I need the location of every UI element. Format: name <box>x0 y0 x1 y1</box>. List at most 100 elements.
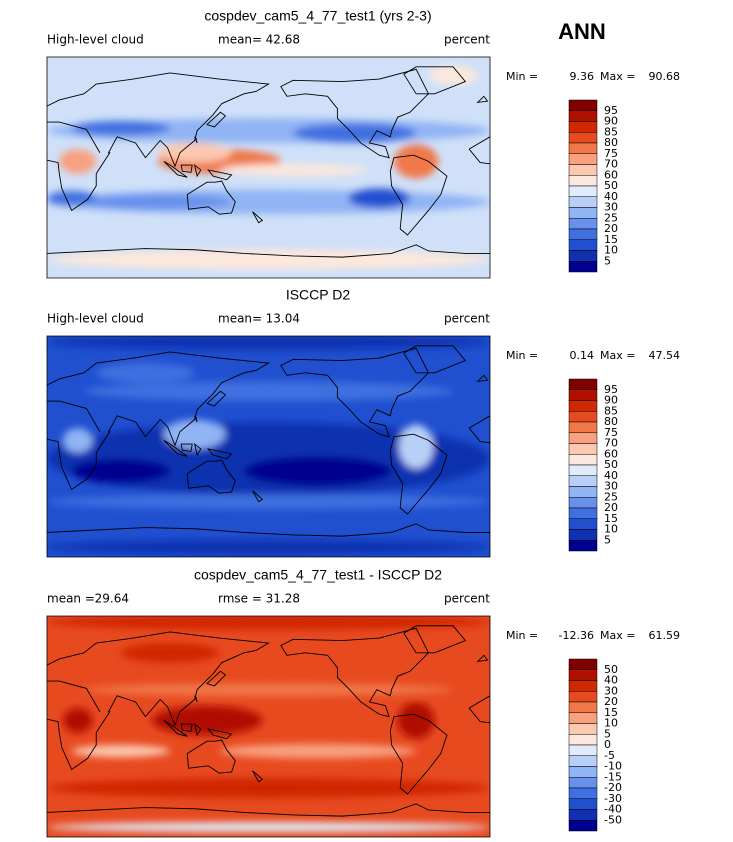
field <box>47 616 490 837</box>
stat-value: 42.68 <box>266 33 300 47</box>
field-patch <box>47 822 490 833</box>
colorbar-label: 10 <box>604 244 618 257</box>
panel-title: cospdev_cam5_4_77_test1 - ISCCP D2 <box>194 567 442 583</box>
colorbar-box <box>568 464 598 476</box>
field-patch <box>62 428 93 453</box>
field-patch <box>62 708 93 733</box>
colorbar-label: 25 <box>604 211 618 224</box>
colorbar-label: 30 <box>604 201 618 214</box>
colorbar-box <box>568 701 598 713</box>
colorbar-box <box>568 411 598 423</box>
range-label: Max = <box>600 629 635 642</box>
colorbar-label: 95 <box>604 383 618 396</box>
colorbar-box <box>568 142 598 154</box>
colorbar-label: -50 <box>604 813 622 826</box>
field-name: High-level cloud <box>47 33 144 47</box>
colorbar-box <box>568 820 598 832</box>
field-patch <box>398 424 434 469</box>
colorbar-label: 5 <box>604 254 611 267</box>
field-patch <box>157 142 232 163</box>
field-patch <box>83 683 454 696</box>
field-patch <box>47 778 490 798</box>
range-label: Min = <box>506 349 538 362</box>
field-patch <box>96 363 195 383</box>
colorbar-box <box>568 218 598 230</box>
field-patch <box>348 188 411 209</box>
colorbar-label: 40 <box>604 469 618 482</box>
range-label: Min = <box>506 629 538 642</box>
field <box>47 336 490 557</box>
colorbar-box <box>568 164 598 176</box>
field-patches <box>47 616 490 833</box>
colorbar-label: 60 <box>604 168 618 181</box>
colorbar-box <box>568 777 598 789</box>
colorbar-box <box>568 691 598 703</box>
range-label: Min = <box>506 70 538 83</box>
field-patch <box>47 539 490 555</box>
colorbar-label: 10 <box>604 523 618 536</box>
colorbar-box <box>568 175 598 187</box>
colorbar-box <box>568 378 598 390</box>
colorbar-label: 30 <box>604 480 618 493</box>
colorbar-label: -10 <box>604 760 622 773</box>
colorbar-label: -40 <box>604 803 622 816</box>
field-patch <box>243 456 392 486</box>
colorbar-box <box>568 454 598 466</box>
field-patch <box>151 705 263 736</box>
colorbar-label: 15 <box>604 233 618 246</box>
panel-title: cospdev_cam5_4_77_test1 (yrs 2-3) <box>204 8 431 24</box>
field-patch <box>163 419 226 449</box>
colorbar-label: 90 <box>604 394 618 407</box>
colorbar-label: 50 <box>604 458 618 471</box>
colorbar-box <box>568 185 598 197</box>
field-patch <box>83 381 454 402</box>
colorbar-box <box>568 389 598 401</box>
colorbar-box <box>568 798 598 810</box>
colorbar-label: 70 <box>604 437 618 450</box>
colorbar-box <box>568 121 598 133</box>
colorbar-box <box>568 669 598 681</box>
colorbar-label: -15 <box>604 770 622 783</box>
field-patch <box>59 149 97 174</box>
colorbar-label: 85 <box>604 404 618 417</box>
stat-label: mean = <box>47 592 95 606</box>
colorbar-box <box>568 518 598 530</box>
colorbar-label: -30 <box>604 792 622 805</box>
colorbar-box <box>568 110 598 122</box>
colorbar-label: 40 <box>604 674 618 687</box>
colorbar-box <box>568 734 598 746</box>
stat-label: mean= <box>218 312 262 326</box>
colorbar-label: 60 <box>604 447 618 460</box>
colorbar-label: 10 <box>604 717 618 730</box>
colorbar-label: 20 <box>604 222 618 235</box>
field-patches <box>47 336 490 555</box>
units: percent <box>444 33 490 47</box>
colorbar-box <box>568 196 598 208</box>
colorbar-label: -20 <box>604 781 622 794</box>
colorbar-label: 75 <box>604 147 618 160</box>
colorbar-box <box>568 809 598 821</box>
colorbar-label: 15 <box>604 512 618 525</box>
field-patch <box>428 65 478 86</box>
colorbar-label: -5 <box>604 749 615 762</box>
stat-label: mean= <box>218 33 262 47</box>
map <box>47 615 490 837</box>
map <box>47 335 490 557</box>
colorbar-box <box>568 723 598 735</box>
stat-value: 29.64 <box>95 592 129 606</box>
map <box>47 57 490 278</box>
colorbar-label: 0 <box>604 738 611 751</box>
range-value: 9.36 <box>570 70 595 83</box>
colorbar-label: 80 <box>604 136 618 149</box>
colorbar-box <box>568 712 598 724</box>
colorbar-label: 5 <box>604 533 611 546</box>
colorbar-box <box>568 540 598 552</box>
range-value: -12.36 <box>559 629 594 642</box>
colorbar-box <box>568 132 598 144</box>
colorbar-label: 90 <box>604 115 618 128</box>
colorbar-label: 20 <box>604 695 618 708</box>
colorbar-label: 50 <box>604 663 618 676</box>
field-patch <box>397 701 435 739</box>
colorbar-box <box>568 99 598 111</box>
